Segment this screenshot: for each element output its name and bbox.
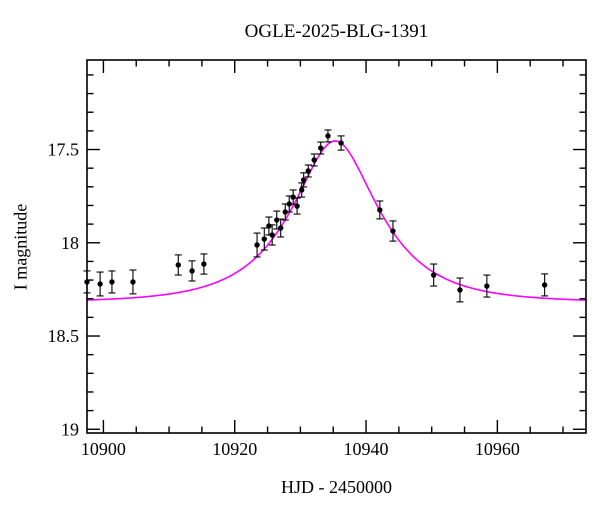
data-point-errorbar <box>310 153 318 167</box>
data-point-errorbar <box>389 220 397 242</box>
data-point-errorbar <box>253 232 261 258</box>
plot-frame <box>86 59 587 434</box>
model-curve <box>87 140 586 301</box>
y-axis-ticks: 17.5 18 18.5 19 <box>48 74 586 439</box>
data-point-errorbar <box>541 273 549 297</box>
x-axis-label: HJD - 2450000 <box>281 477 392 497</box>
data-point-errorbar <box>317 141 325 155</box>
data-point-errorbar <box>298 182 306 198</box>
data-point-errorbar <box>281 203 289 221</box>
data-point-errorbar <box>304 164 312 178</box>
data-point-errorbar <box>430 263 438 287</box>
x-tick-label: 10900 <box>81 439 126 459</box>
data-point-errorbar <box>174 254 182 276</box>
data-point-errorbar <box>277 218 285 238</box>
data-point-errorbar <box>456 277 464 303</box>
data-point-errorbar <box>265 216 273 236</box>
data-point-errorbar <box>483 274 491 298</box>
data-point-errorbar <box>337 135 345 151</box>
y-tick-label: 17.5 <box>48 140 80 160</box>
x-tick-label: 10940 <box>344 439 389 459</box>
data-point-errorbar <box>260 227 268 251</box>
y-tick-label: 19 <box>61 419 79 439</box>
y-tick-label: 18.5 <box>48 326 80 346</box>
y-axis-label: I magnitude <box>10 203 31 291</box>
data-point-errorbar <box>129 269 137 295</box>
x-tick-label: 10920 <box>212 439 257 459</box>
data-point-errorbar <box>376 200 384 220</box>
data-point-errorbar <box>324 129 332 143</box>
data-point-errorbar <box>293 197 301 215</box>
data-point-errorbar <box>268 224 276 246</box>
data-point-errorbar <box>96 271 104 297</box>
data-points <box>83 129 549 303</box>
data-point-errorbar <box>188 260 196 282</box>
x-axis-ticks: 10900 10920 10940 10960 <box>81 60 564 459</box>
page-title: OGLE-2025-BLG-1391 <box>244 21 429 42</box>
data-point-errorbar <box>200 253 208 275</box>
data-point-errorbar <box>300 172 308 188</box>
data-point-errorbar <box>108 270 116 294</box>
x-tick-label: 10960 <box>475 439 520 459</box>
y-tick-label: 18 <box>61 233 79 253</box>
